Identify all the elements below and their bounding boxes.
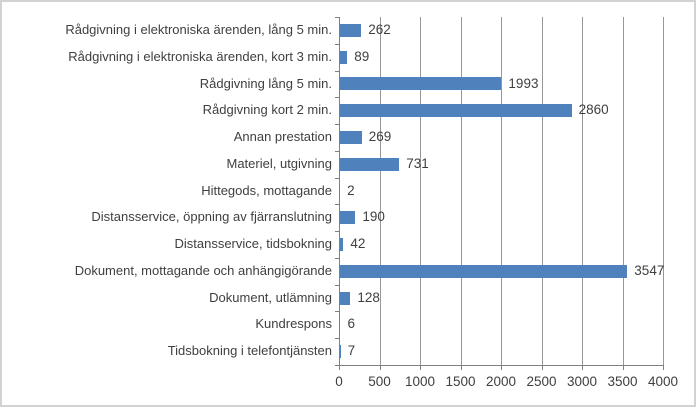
x-axis-tick-label: 4000 — [647, 374, 679, 389]
bar — [340, 291, 351, 305]
gridline — [582, 17, 583, 365]
data-label: 731 — [406, 155, 429, 171]
bar — [340, 104, 572, 118]
gridline — [460, 17, 462, 365]
x-axis-tick — [663, 365, 664, 370]
data-label: 89 — [354, 48, 370, 64]
y-axis-tick — [335, 70, 339, 72]
bar — [340, 211, 356, 225]
data-label: 2 — [347, 182, 355, 198]
bar — [340, 77, 502, 91]
x-axis-tick — [339, 365, 340, 370]
plot-area — [339, 17, 664, 365]
category-label: Kundrespons — [255, 316, 332, 332]
y-axis-tick — [335, 231, 339, 233]
data-label: 42 — [350, 236, 366, 252]
category-label: Tidsbokning i telefontjänsten — [167, 343, 332, 359]
bar — [340, 50, 348, 64]
x-axis-tick — [622, 365, 624, 370]
category-label: Rådgivning i elektroniska ärenden, kort … — [68, 48, 332, 64]
x-axis-tick — [420, 365, 421, 370]
data-label: 128 — [357, 289, 380, 305]
bar — [340, 23, 362, 37]
y-axis-tick — [335, 177, 339, 179]
x-axis-tick — [501, 365, 502, 370]
category-label: Distansservice, tidsbokning — [174, 236, 332, 252]
gridline — [622, 17, 624, 365]
x-axis-tick — [582, 365, 583, 370]
y-axis-tick — [335, 17, 339, 18]
x-axis-tick — [460, 365, 462, 370]
gridline — [501, 17, 502, 365]
bar — [340, 345, 341, 359]
x-axis-tick-label: 3500 — [607, 374, 638, 389]
category-label: Dokument, utlämning — [209, 289, 332, 305]
x-axis-tick-label: 0 — [335, 374, 343, 389]
data-label: 7 — [347, 343, 356, 359]
gridline — [420, 17, 421, 365]
gridline — [379, 17, 381, 365]
x-axis-tick-label: 3000 — [566, 374, 598, 389]
y-axis-tick — [335, 150, 339, 152]
y-axis-tick — [335, 124, 339, 126]
y-axis-tick — [335, 311, 339, 313]
gridline — [541, 17, 543, 365]
category-label: Rådgivning lång 5 min. — [199, 75, 332, 91]
y-axis-tick — [335, 257, 339, 259]
x-axis-tick-label: 2500 — [526, 374, 557, 389]
data-label: 190 — [362, 209, 385, 225]
bar — [340, 157, 400, 171]
data-label: 2860 — [578, 102, 609, 118]
x-axis-tick-label: 2000 — [485, 374, 517, 389]
category-label: Dokument, mottagande och anhängigörande — [74, 262, 332, 278]
x-axis-tick-label: 1500 — [445, 374, 476, 389]
y-axis-tick — [335, 284, 339, 286]
y-axis-tick — [335, 97, 339, 99]
x-axis-tick — [541, 365, 543, 370]
data-label: 1993 — [508, 75, 539, 91]
y-axis-tick — [335, 338, 339, 340]
bar — [340, 238, 344, 252]
category-label: Hittegods, mottagande — [201, 182, 332, 198]
x-axis-tick — [379, 365, 381, 370]
y-axis-line — [339, 17, 340, 365]
category-label: Rådgivning kort 2 min. — [202, 102, 332, 118]
data-label: 6 — [347, 316, 355, 332]
bar — [340, 264, 628, 278]
category-label: Materiel, utgivning — [226, 155, 333, 171]
x-axis-tick-label: 1000 — [404, 374, 436, 389]
bar — [340, 130, 362, 144]
y-axis-tick — [335, 365, 339, 366]
data-label: 3547 — [634, 262, 665, 278]
data-label: 269 — [368, 129, 392, 145]
y-axis-tick — [335, 43, 339, 45]
x-axis-tick-label: 500 — [368, 374, 391, 389]
y-axis-tick — [335, 204, 339, 206]
category-label: Rådgivning i elektroniska ärenden, lång … — [65, 22, 332, 37]
gridline — [663, 17, 664, 365]
category-label: Distansservice, öppning av fjärranslutni… — [91, 209, 332, 225]
x-axis-line — [335, 365, 664, 366]
data-label: 262 — [368, 22, 391, 37]
category-label: Annan prestation — [233, 129, 332, 145]
